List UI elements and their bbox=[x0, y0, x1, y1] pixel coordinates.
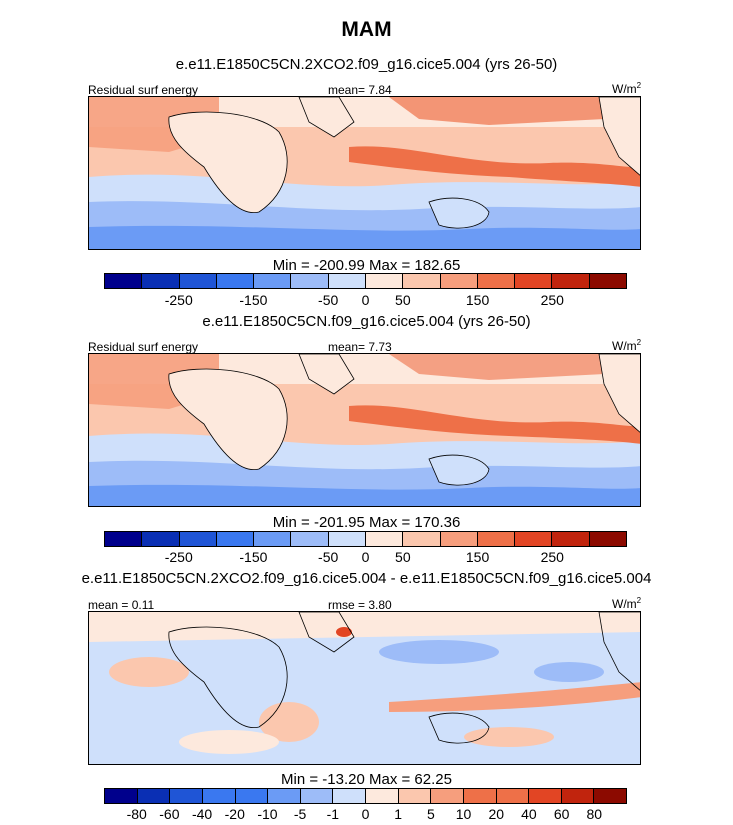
colorbar-tick-label: 80 bbox=[586, 806, 603, 822]
colorbar-swatch bbox=[268, 789, 301, 803]
colorbar-tick-label: -20 bbox=[224, 806, 245, 822]
colorbar-tick-label: 10 bbox=[455, 806, 472, 822]
colorbar-swatch bbox=[179, 532, 217, 546]
colorbar-swatch bbox=[552, 274, 590, 288]
colorbar-swatch bbox=[529, 789, 562, 803]
panel2-left-label: Residual surf energy bbox=[88, 340, 199, 354]
colorbar-swatch bbox=[594, 789, 626, 803]
colorbar-swatch bbox=[235, 789, 269, 803]
colorbar-tick-label: -5 bbox=[293, 806, 307, 822]
colorbar-swatch bbox=[216, 532, 255, 546]
panel1-subtitle: e.e11.E1850C5CN.2XCO2.f09_g16.cice5.004 … bbox=[175, 56, 558, 73]
panel3-colorbar bbox=[104, 788, 627, 804]
colorbar-swatch bbox=[254, 274, 292, 288]
colorbar-tick-label: 20 bbox=[488, 806, 505, 822]
colorbar-tick-label: 60 bbox=[553, 806, 570, 822]
colorbar-swatch bbox=[291, 532, 329, 546]
panel3-units: W/m2 bbox=[612, 596, 642, 611]
colorbar-tick-label: 250 bbox=[540, 549, 564, 565]
colorbar-swatch bbox=[496, 789, 530, 803]
panel2-colorbar bbox=[104, 531, 627, 547]
colorbar-swatch bbox=[366, 789, 399, 803]
colorbar-tick-label: -60 bbox=[159, 806, 180, 822]
colorbar-swatch bbox=[170, 789, 203, 803]
colorbar-swatch bbox=[552, 532, 590, 546]
panel1-minmax: Min = -200.99 Max = 182.65 bbox=[272, 257, 461, 274]
colorbar-swatch bbox=[105, 789, 138, 803]
colorbar-swatch bbox=[440, 274, 478, 288]
colorbar-tick-label: -250 bbox=[164, 549, 193, 565]
colorbar-swatch bbox=[179, 274, 217, 288]
colorbar-tick-label: 0 bbox=[361, 292, 370, 308]
colorbar-tick-label: 1 bbox=[394, 806, 403, 822]
colorbar-swatch bbox=[142, 532, 180, 546]
colorbar-tick-label: 5 bbox=[426, 806, 435, 822]
panel1-mean-label: mean= 7.84 bbox=[328, 83, 392, 97]
colorbar-swatch bbox=[589, 532, 626, 546]
colorbar-swatch bbox=[403, 274, 441, 288]
panel2-subtitle: e.e11.E1850C5CN.f09_g16.cice5.004 (yrs 2… bbox=[202, 313, 531, 330]
colorbar-swatch bbox=[142, 274, 180, 288]
panel3-minmax: Min = -13.20 Max = 62.25 bbox=[281, 771, 452, 788]
colorbar-swatch bbox=[515, 274, 553, 288]
colorbar-swatch bbox=[291, 274, 329, 288]
colorbar-tick-label: -80 bbox=[126, 806, 147, 822]
colorbar-swatch bbox=[463, 789, 497, 803]
colorbar-tick-label: 150 bbox=[465, 549, 490, 565]
panel3-rmse-label: rmse = 3.80 bbox=[328, 598, 392, 612]
colorbar-swatch bbox=[333, 789, 366, 803]
panel3-mean-label: mean = 0.11 bbox=[88, 598, 155, 612]
colorbar-swatch bbox=[216, 274, 255, 288]
panel2-units: W/m2 bbox=[612, 338, 642, 353]
colorbar-swatch bbox=[440, 532, 478, 546]
colorbar-tick-label: -10 bbox=[257, 806, 278, 822]
colorbar-tick-label: -50 bbox=[318, 549, 339, 565]
colorbar-tick-label: 50 bbox=[395, 292, 411, 308]
colorbar-tick-label: 0 bbox=[361, 549, 370, 565]
colorbar-tick-label: 0 bbox=[361, 806, 370, 822]
panel2-map bbox=[88, 353, 641, 507]
colorbar-swatch bbox=[365, 532, 404, 546]
colorbar-tick-label: 150 bbox=[465, 292, 490, 308]
colorbar-swatch bbox=[403, 532, 441, 546]
panel2-mean-label: mean= 7.73 bbox=[328, 340, 392, 354]
colorbar-swatch bbox=[398, 789, 432, 803]
colorbar-swatch bbox=[254, 532, 292, 546]
colorbar-tick-label: -150 bbox=[239, 292, 268, 308]
colorbar-tick-label: 40 bbox=[521, 806, 537, 822]
panel1-colorbar-ticks: -250 -150 -50 0 50 150 250 bbox=[104, 292, 627, 310]
panel3-map bbox=[88, 611, 641, 765]
colorbar-swatch bbox=[477, 274, 516, 288]
panel1-map bbox=[88, 96, 641, 250]
colorbar-tick-label: -50 bbox=[318, 292, 339, 308]
figure-title: MAM bbox=[341, 18, 392, 41]
colorbar-tick-label: -40 bbox=[191, 806, 213, 822]
panel1-colorbar bbox=[104, 273, 627, 289]
colorbar-swatch bbox=[300, 789, 334, 803]
colorbar-swatch bbox=[365, 274, 404, 288]
colorbar-swatch bbox=[202, 789, 236, 803]
panel3-subtitle: e.e11.E1850C5CN.2XCO2.f09_g16.cice5.004 … bbox=[81, 570, 652, 587]
colorbar-swatch bbox=[561, 789, 595, 803]
colorbar-tick-label: -250 bbox=[164, 292, 193, 308]
colorbar-swatch bbox=[328, 532, 366, 546]
colorbar-swatch bbox=[431, 789, 464, 803]
panel2-minmax: Min = -201.95 Max = 170.36 bbox=[272, 514, 461, 531]
colorbar-swatch bbox=[328, 274, 366, 288]
panel3-colorbar-ticks: -80 -60 -40 -20 -10 -5 -1 0 1 5 10 20 40… bbox=[104, 806, 627, 824]
colorbar-tick-label: 250 bbox=[540, 292, 564, 308]
colorbar-tick-label: -1 bbox=[326, 806, 340, 822]
colorbar-swatch bbox=[589, 274, 626, 288]
colorbar-swatch bbox=[515, 532, 553, 546]
colorbar-swatch bbox=[137, 789, 171, 803]
colorbar-swatch bbox=[105, 274, 143, 288]
colorbar-swatch bbox=[105, 532, 143, 546]
colorbar-tick-label: 50 bbox=[395, 549, 411, 565]
panel2-colorbar-ticks: -250 -150 -50 0 50 150 250 bbox=[104, 549, 627, 567]
colorbar-tick-label: -150 bbox=[239, 549, 268, 565]
panel1-left-label: Residual surf energy bbox=[88, 83, 199, 97]
panel1-units: W/m2 bbox=[612, 81, 642, 96]
colorbar-swatch bbox=[477, 532, 516, 546]
